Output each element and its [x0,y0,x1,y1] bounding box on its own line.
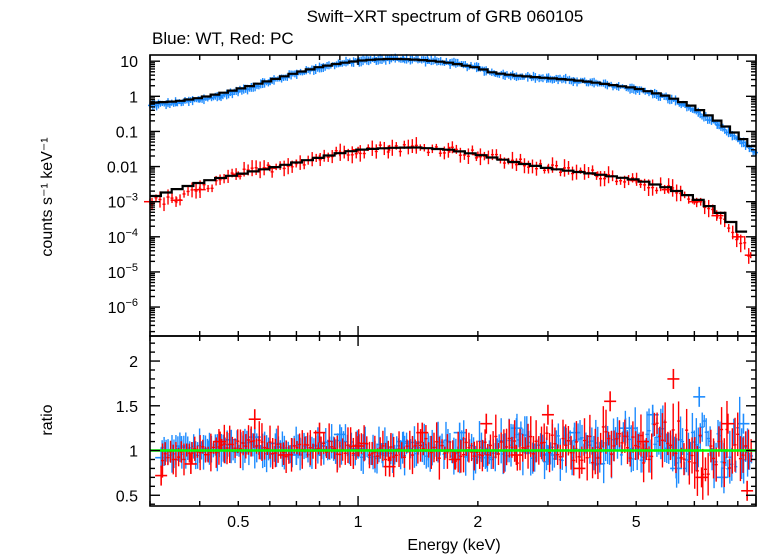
y-tick-label: 0.01 [107,160,138,177]
spectrum-series-wt [148,53,758,156]
ratio-panel: 0.5 1 2 5 0.5 1 1.5 2 ratio [39,335,757,531]
spectrum-y-axis-label: counts s⁻¹ keV⁻¹ [39,137,56,256]
ratio-y-tick-label: 1.5 [116,399,138,416]
spectrum-plot-area [144,53,758,264]
ratio-y-tick-label: 2 [129,354,138,371]
x-tick-label: 5 [632,514,641,531]
x-axis-label: Energy (keV) [407,537,500,554]
ratio-plot-area [150,368,756,501]
y-tick-label: 1 [129,89,138,106]
y-tick-exponent: −3 [125,192,138,204]
ratio-y-tick-label: 0.5 [116,488,138,505]
y-tick-exponent: −4 [125,227,138,239]
y-tick-label: 10−5 [108,262,138,282]
spectrum-series-pc [144,137,757,264]
ratio-y-axis-label: ratio [39,404,56,435]
y-tick-exponent: −5 [125,262,138,274]
y-tick-label: 10−6 [108,297,138,317]
spectrum-panel: 10 1 0.1 0.01 10−3 10−4 10−5 10−6 counts s⁻¹ ke… [39,53,758,337]
x-tick-label: 1 [354,514,363,531]
y-tick-label: 10−4 [108,227,138,247]
ratio-axes: 0.5 1 2 5 0.5 1 1.5 2 [116,335,757,531]
chart-title: Swift−XRT spectrum of GRB 060105 [307,7,584,26]
y-tick-exponent: −6 [125,297,138,309]
model-curve [150,57,756,148]
ratio-y-tick-label: 1 [129,444,138,461]
y-tick-label: 10−3 [108,192,138,212]
x-tick-label: 2 [473,514,482,531]
y-tick-label: 0.1 [116,124,138,141]
model-curve [150,146,748,233]
x-tick-label: 0.5 [227,514,249,531]
spectrum-axes: 10 1 0.1 0.01 10−3 10−4 10−5 10−6 [107,54,757,337]
ratio-frame [149,335,757,507]
y-tick-label: 10 [120,54,138,71]
chart-subtitle: Blue: WT, Red: PC [152,29,294,48]
